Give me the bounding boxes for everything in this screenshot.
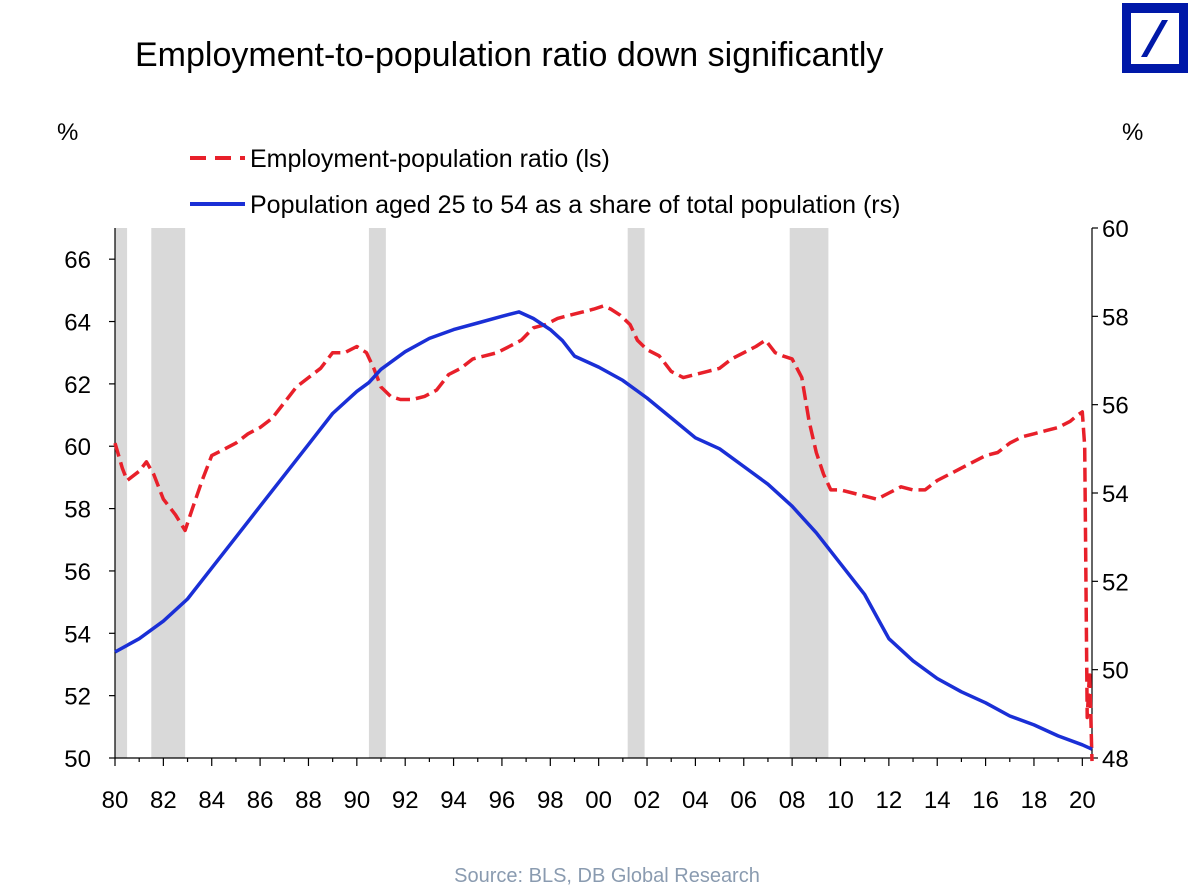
series-line-1 [113,304,1094,762]
x-tick-label-84: 84 [198,787,225,814]
x-tick-label-96: 96 [489,787,516,814]
right-tick-label-54: 54 [1102,481,1129,508]
left-tick-label-64: 64 [64,310,91,337]
left-tick-label-50: 50 [64,746,91,773]
left-tick-label-66: 66 [64,247,91,274]
x-tick-label-02: 02 [634,787,661,814]
x-tick-label-86: 86 [247,787,274,814]
x-tick-label-14: 14 [924,787,951,814]
x-tick-label-16: 16 [972,787,999,814]
x-tick-label-04: 04 [682,787,709,814]
series-line-2 [114,310,1093,751]
left-tick-label-60: 60 [64,434,91,461]
x-tick-label-06: 06 [730,787,757,814]
right-tick-label-58: 58 [1102,304,1129,331]
left-tick-label-54: 54 [64,621,91,648]
source-note: Source: BLS, DB Global Research [454,865,760,885]
x-tick-label-92: 92 [392,787,419,814]
x-tick-label-98: 98 [537,787,564,814]
recession-band-0 [115,228,128,758]
series-lines [113,304,1094,762]
legend-label-series-2: Population aged 25 to 54 as a share of t… [250,191,900,219]
recession-band-2 [368,228,386,758]
x-tick-label-20: 20 [1069,787,1096,814]
x-tick-label-94: 94 [440,787,467,814]
x-tick-label-80: 80 [102,787,129,814]
x-tick-label-00: 00 [585,787,612,814]
left-tick-label-56: 56 [64,559,91,586]
recession-band-4 [789,228,829,758]
right-tick-label-48: 48 [1102,746,1129,773]
db-logo [1122,3,1188,73]
right-axis-unit: % [1122,119,1143,146]
recession-bands [115,228,829,758]
right-tick-label-50: 50 [1102,658,1129,685]
right-tick-label-60: 60 [1102,216,1129,243]
x-tick-label-10: 10 [827,787,854,814]
x-tick-label-82: 82 [150,787,177,814]
legend: Employment-population ratio (ls) Populat… [190,145,900,219]
x-tick-label-88: 88 [295,787,322,814]
axes: 50 52 54 56 58 60 62 64 66 48 50 52 54 56 58 60 80 82 84 86… [64,216,1128,814]
legend-label-series-1: Employment-population ratio (ls) [250,145,610,173]
recession-band-1 [151,228,186,758]
right-tick-label-52: 52 [1102,569,1129,596]
x-tick-label-90: 90 [343,787,370,814]
x-tick-label-18: 18 [1021,787,1048,814]
left-tick-label-58: 58 [64,497,91,524]
right-tick-label-56: 56 [1102,393,1129,420]
recession-band-3 [627,228,645,758]
x-tick-label-12: 12 [876,787,903,814]
x-tick-label-08: 08 [779,787,806,814]
chart-title: Employment-to-population ratio down sign… [135,36,883,74]
left-axis-unit: % [57,119,78,146]
left-tick-label-62: 62 [64,372,91,399]
left-tick-label-52: 52 [64,684,91,711]
